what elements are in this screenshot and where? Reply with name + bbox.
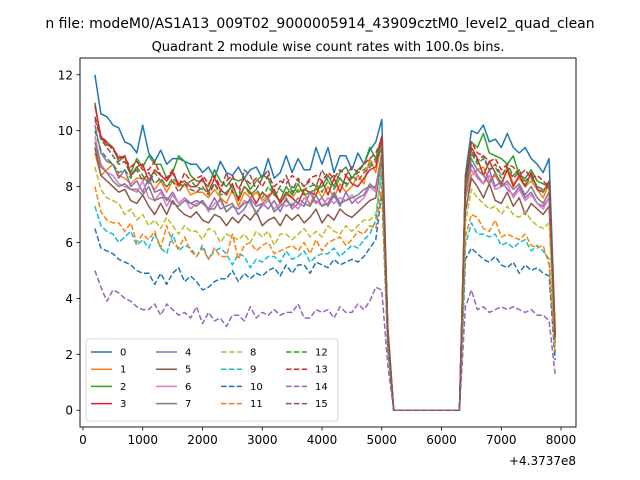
y-tick-label: 12: [58, 68, 73, 82]
series-line-6: [94, 136, 556, 411]
x-tick-label: 7000: [486, 433, 517, 447]
series-line-1: [94, 141, 556, 411]
legend-label-8: 8: [250, 348, 256, 359]
legend-label-1: 1: [120, 365, 126, 376]
legend-box: [85, 338, 339, 422]
figure-suptitle: n file: modeM0/AS1A13_009T02_9000005914_…: [45, 16, 594, 32]
series-line-8: [94, 166, 556, 411]
legend-label-2: 2: [120, 382, 126, 393]
y-tick-label: 10: [58, 124, 73, 138]
x-tick-label: 6000: [426, 433, 457, 447]
y-axis: 0 2 4 6 8 10 12: [58, 68, 80, 418]
x-tick-label: 0: [79, 433, 87, 447]
legend-label-9: 9: [250, 365, 256, 376]
chart-title: Quadrant 2 module wise count rates with …: [152, 40, 505, 55]
x-offset-label: +4.3737e8: [509, 454, 576, 468]
legend-label-3: 3: [120, 399, 126, 410]
legend-label-11: 11: [250, 399, 263, 410]
series-line-10: [94, 191, 556, 411]
series-layer: [94, 74, 556, 411]
x-tick-label: 8000: [546, 433, 577, 447]
series-line-12: [94, 130, 556, 411]
x-tick-label: 3000: [247, 433, 278, 447]
series-line-15: [94, 119, 556, 411]
x-tick-label: 4000: [307, 433, 338, 447]
y-tick-label: 4: [65, 292, 73, 306]
y-tick-label: 6: [65, 236, 73, 250]
legend-label-10: 10: [250, 382, 263, 393]
legend-label-14: 14: [315, 382, 328, 393]
y-tick-label: 8: [65, 180, 73, 194]
legend-label-0: 0: [120, 348, 126, 359]
legend-label-13: 13: [315, 365, 328, 376]
legend-label-12: 12: [315, 348, 328, 359]
x-tick-label: 2000: [187, 433, 218, 447]
legend-label-4: 4: [185, 348, 191, 359]
y-tick-label: 2: [65, 348, 73, 362]
series-line-7: [94, 141, 556, 411]
x-tick-label: 1000: [127, 433, 158, 447]
series-line-13: [94, 116, 556, 411]
x-axis: 0 1000 2000 3000 4000 5000 6000 7000 8000: [79, 427, 576, 447]
legend-label-6: 6: [185, 382, 191, 393]
legend-label-7: 7: [185, 399, 191, 410]
series-line-11: [94, 185, 556, 411]
series-line-14: [94, 270, 556, 411]
legend-label-5: 5: [185, 365, 191, 376]
legend-label-15: 15: [315, 399, 328, 410]
x-tick-label: 5000: [367, 433, 398, 447]
series-line-9: [94, 171, 556, 411]
series-line-0: [94, 74, 556, 411]
y-tick-label: 0: [65, 404, 73, 418]
